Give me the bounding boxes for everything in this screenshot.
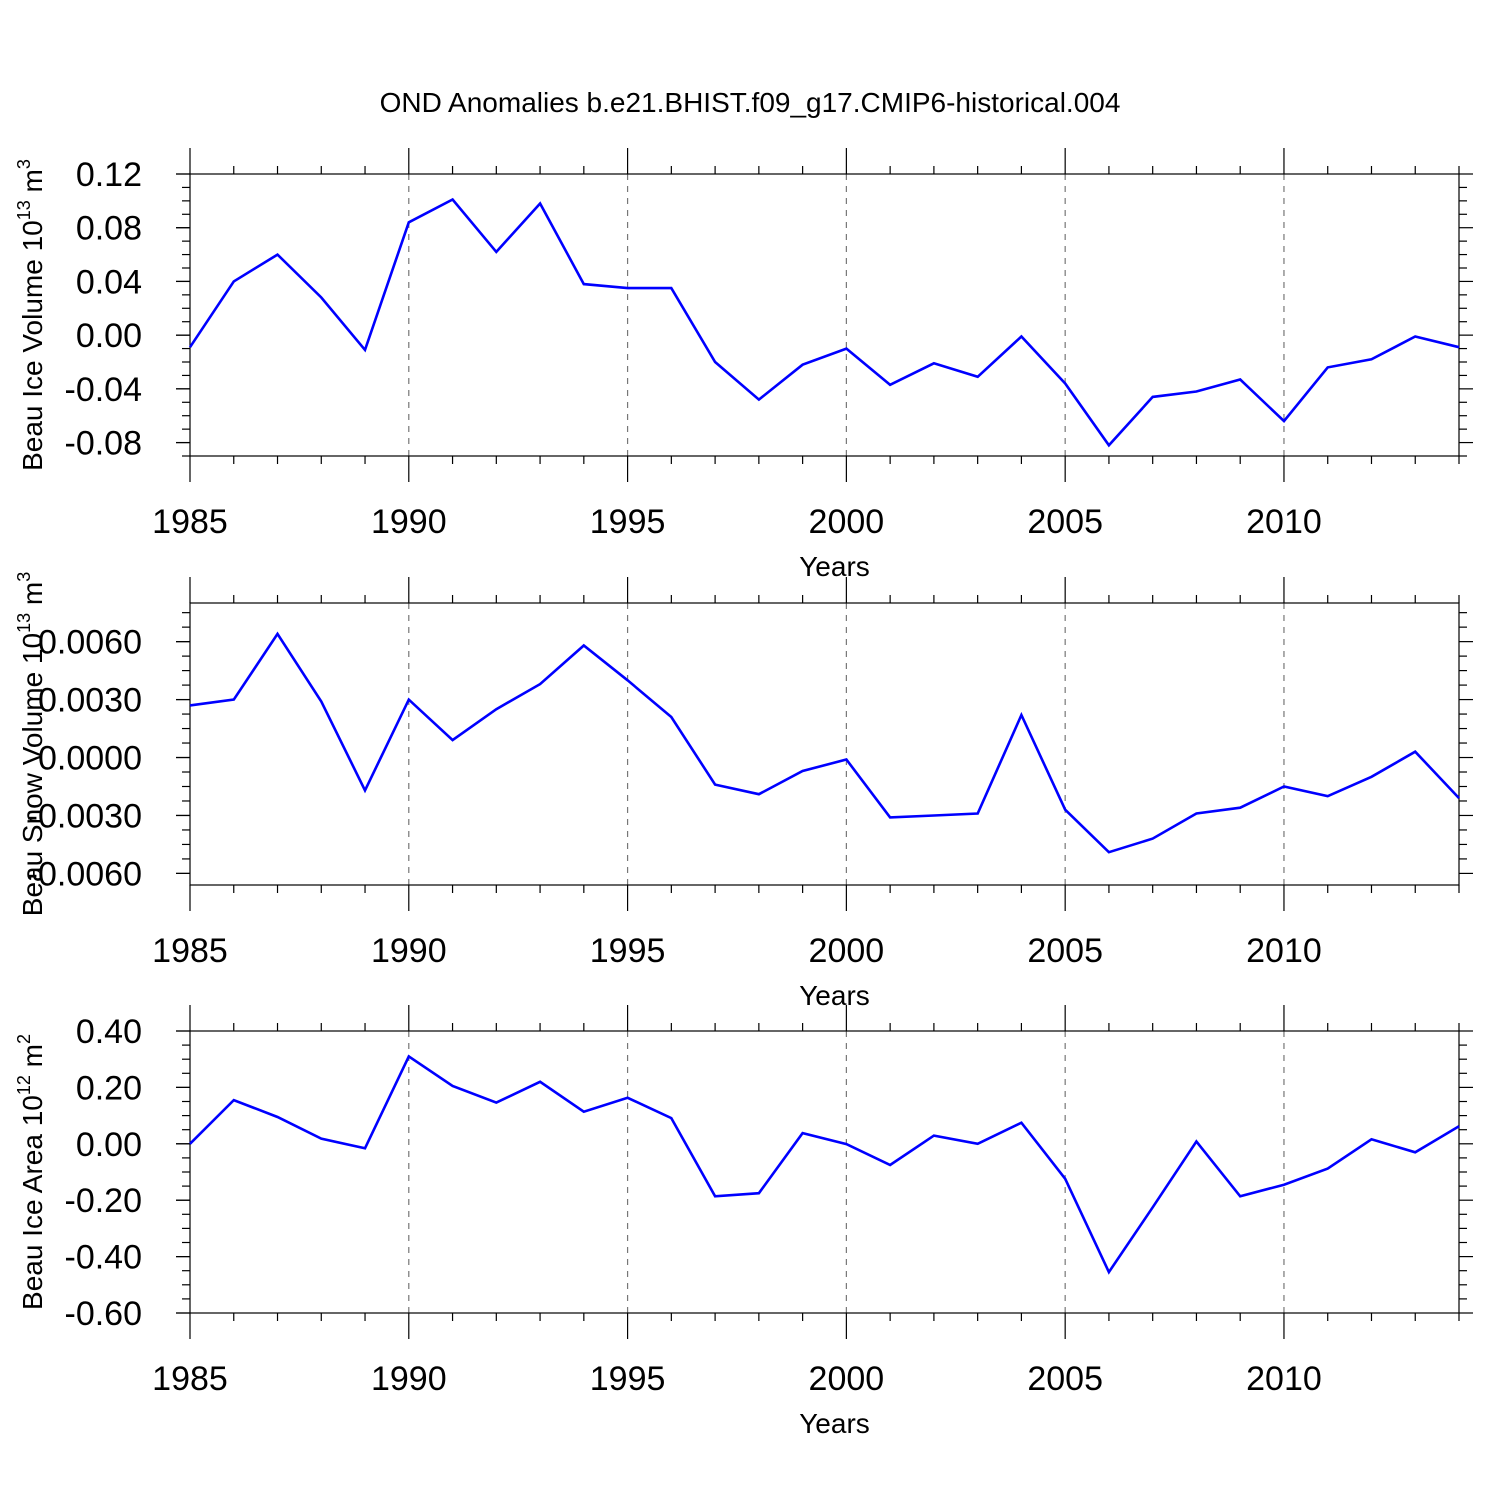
y-axis-label: Beau Ice Area 1012 m2 (14, 1034, 48, 1310)
y-tick-label: -0.0030 (27, 797, 142, 835)
x-axis-label: Years (799, 980, 870, 1011)
y-tick-label: 0.00 (76, 317, 142, 355)
y-axis-label: Beau Ice Volume 1013 m3 (14, 159, 48, 471)
y-tick-label: -0.40 (65, 1239, 143, 1277)
y-tick-label: -0.60 (65, 1295, 143, 1333)
x-tick-label: 1995 (590, 1360, 666, 1398)
y-tick-label: 0.00 (76, 1126, 142, 1164)
plot-frame (189, 173, 1460, 457)
series-line-ice-volume (188, 197, 1460, 448)
x-tick-label: 1995 (590, 932, 666, 970)
y-tick-label: 0.40 (76, 1013, 142, 1051)
y-tick-label: 0.04 (76, 263, 142, 301)
x-tick-label: 2005 (1027, 1360, 1103, 1398)
figure-title: OND Anomalies b.e21.BHIST.f09_g17.CMIP6-… (380, 87, 1121, 118)
plot-frame (189, 1030, 1460, 1314)
x-tick-label: 1990 (371, 1360, 447, 1398)
y-tick-label: 0.0000 (38, 740, 142, 778)
y-tick-label: 0.0030 (38, 682, 142, 720)
series-line-snow-volume (189, 631, 1460, 854)
x-tick-label: 1985 (152, 1360, 228, 1398)
y-tick-label: -0.20 (65, 1182, 143, 1220)
x-tick-label: 2000 (809, 932, 885, 970)
y-tick-label: 0.0060 (38, 624, 142, 662)
x-tick-label: 1990 (371, 932, 447, 970)
chart-panel-ice-area: 1985 1990 1995 2000 2005 2010 Years -0.60 -0.40 -… (14, 1005, 1473, 1439)
x-tick-label: 1990 (371, 503, 447, 541)
x-tick-label: 2000 (809, 1360, 885, 1398)
y-axis-label: Beau Snow Volume 1013 m3 (14, 572, 48, 916)
y-tick-label: 0.20 (76, 1069, 142, 1107)
x-axis-label: Years (799, 1408, 870, 1439)
x-tick-label: 2005 (1027, 932, 1103, 970)
y-tick-label: -0.08 (65, 425, 143, 463)
x-tick-label: 2000 (809, 503, 885, 541)
series-line-ice-area (189, 1054, 1460, 1275)
chart-panel-snow-volume: 1985 1990 1995 2000 2005 2010 Years -0.0060 -0.0… (14, 572, 1473, 1011)
x-tick-label: 1985 (152, 503, 228, 541)
x-tick-label: 2010 (1246, 503, 1322, 541)
x-tick-label: 1985 (152, 932, 228, 970)
y-tick-label: -0.0060 (27, 855, 142, 893)
x-tick-label: 2010 (1246, 1360, 1322, 1398)
x-tick-label: 1995 (590, 503, 666, 541)
chart-panel-ice-volume: 1985 1990 1995 2000 2005 2010 Years -0.08 -0.04 0… (14, 148, 1473, 582)
y-tick-label: -0.04 (65, 371, 143, 409)
plot-frame (189, 602, 1460, 886)
x-tick-label: 2005 (1027, 503, 1103, 541)
y-tick-label: 0.12 (76, 156, 142, 194)
panels: 1985 1990 1995 2000 2005 2010 Years -0.08 -0.04 0… (14, 148, 1473, 1439)
x-axis-label: Years (799, 551, 870, 582)
x-tick-label: 2010 (1246, 932, 1322, 970)
y-tick-label: 0.08 (76, 210, 142, 248)
